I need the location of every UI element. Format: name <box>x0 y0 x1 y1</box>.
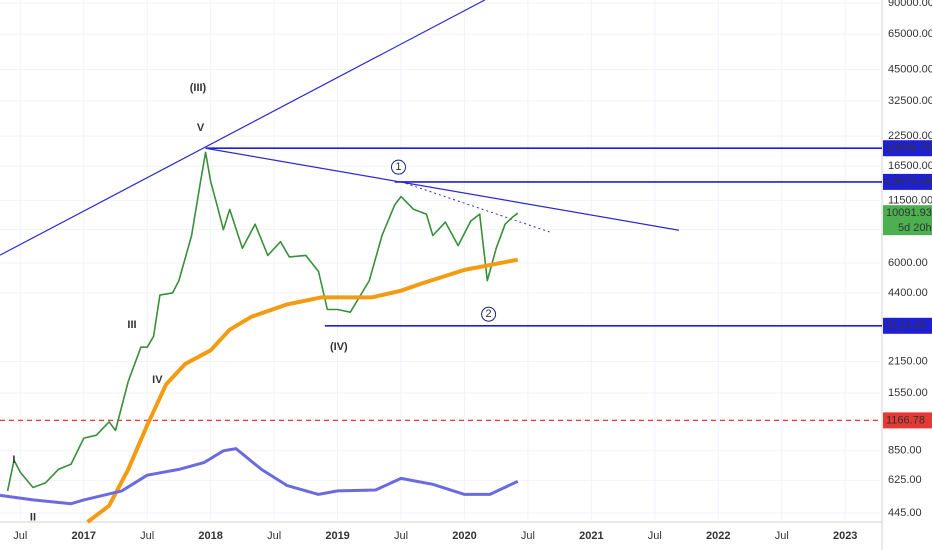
series-line <box>0 447 519 506</box>
trend-line <box>205 147 680 231</box>
price-tag <box>883 140 932 157</box>
countdown: 5d 20h <box>898 222 932 234</box>
annotation: 2 <box>486 308 492 320</box>
annotation: 1 <box>395 161 401 173</box>
x-tick-label: Jul <box>140 530 154 542</box>
x-tick-label: Jul <box>394 530 408 542</box>
last-price-tag <box>883 205 932 236</box>
y-tick-label: 45000.00 <box>888 64 932 76</box>
x-tick-label: Jul <box>521 530 535 542</box>
annotation: I <box>12 454 15 466</box>
y-tick-label: 11500.00 <box>888 195 932 207</box>
x-tick-label: 2018 <box>198 530 222 542</box>
price-tag-label: 3124.48 <box>886 320 926 332</box>
x-tick-label: 2023 <box>833 530 857 542</box>
y-tick-label: 2150.00 <box>888 356 928 368</box>
annotation: II <box>30 511 36 523</box>
price-tag <box>883 317 932 334</box>
x-tick-label: 2021 <box>579 530 603 542</box>
y-tick-label: 16500.00 <box>888 160 932 172</box>
x-tick-label: 2017 <box>72 530 96 542</box>
x-tick-label: 2022 <box>706 530 730 542</box>
x-tick-label: 2019 <box>325 530 349 542</box>
trend-line <box>400 181 550 233</box>
price-tag <box>883 173 932 190</box>
y-tick-label: 6000.00 <box>888 257 928 269</box>
price-tag <box>883 412 932 429</box>
annotation: (IV) <box>330 341 348 353</box>
annotation: III <box>127 319 136 331</box>
x-tick-label: Jul <box>267 530 281 542</box>
annotation-circle <box>390 159 406 175</box>
x-tick-label: Jul <box>775 530 789 542</box>
y-tick-label: 4400.00 <box>888 287 928 299</box>
trend-line <box>0 0 486 256</box>
annotation: (III) <box>190 82 207 94</box>
price-tag-label: 1166.78 <box>886 414 925 426</box>
y-tick-label: 22500.00 <box>888 130 932 142</box>
y-tick-label: 850.00 <box>888 445 922 457</box>
price-tag-label: 13979.48 <box>886 176 932 188</box>
last-price-label: 10091.93 <box>886 207 932 219</box>
series-line <box>86 257 519 524</box>
x-tick-label: Jul <box>648 530 662 542</box>
y-tick-label: 32500.00 <box>888 95 932 107</box>
y-tick-label: 625.00 <box>888 474 922 486</box>
y-tick-label: 445.00 <box>888 507 922 519</box>
y-tick-label: 1550.00 <box>888 387 928 399</box>
x-tick-label: Jul <box>13 530 27 542</box>
annotation-circle <box>481 306 497 322</box>
price-tag-label: 19846.75 <box>886 142 932 154</box>
series-line <box>6 151 519 492</box>
annotation: IV <box>152 374 163 386</box>
y-tick-label: 90000.00 <box>888 0 932 9</box>
annotation: V <box>197 122 205 134</box>
grid <box>0 0 882 522</box>
x-tick-label: 2020 <box>452 530 476 542</box>
y-tick-label: 65000.00 <box>888 28 932 40</box>
